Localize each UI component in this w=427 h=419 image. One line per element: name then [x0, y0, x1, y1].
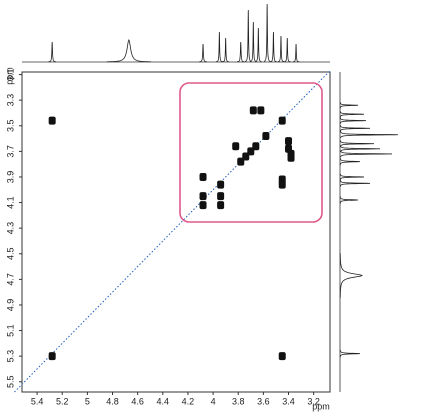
cross-peak — [48, 352, 56, 361]
top-projection-peak — [199, 43, 207, 63]
cross-peak — [278, 116, 286, 125]
right-projection-peak — [339, 196, 359, 204]
right-projection-peak — [339, 102, 359, 109]
plot-frame — [21, 71, 331, 393]
top-projection-peak — [236, 41, 245, 63]
right-projection-peak — [339, 253, 364, 298]
y-tick-label: 4.7 — [5, 273, 15, 286]
y-tick-label: 3.1 — [5, 68, 15, 81]
y-tick-label: 3.3 — [5, 94, 15, 107]
top-projection-peak — [263, 3, 271, 62]
cross-peak — [257, 106, 265, 115]
cross-peak — [48, 116, 56, 125]
y-tick-label: 5.5 — [5, 376, 15, 389]
cross-peak — [278, 352, 286, 361]
x-tick-label: 3.2 — [307, 396, 320, 406]
cross-peak — [287, 153, 295, 162]
top-projection-peak — [222, 37, 229, 63]
cross-peak — [249, 106, 257, 115]
x-tick-label: 5.4 — [31, 396, 44, 406]
top-projection-peak — [250, 21, 257, 62]
top-projection-peak — [106, 38, 151, 63]
top-projection-peak — [216, 31, 223, 63]
cross-peak — [285, 137, 293, 146]
cross-peak — [247, 147, 255, 156]
x-tick-label: 5 — [85, 396, 90, 406]
top-projection-peak — [244, 9, 252, 62]
cross-peak — [242, 152, 250, 161]
diagonal — [14, 70, 331, 393]
right-projection-peak — [340, 145, 381, 153]
x-tick-label: 3.6 — [257, 396, 270, 406]
y-axis-label: ppm — [4, 67, 14, 85]
highlight-box — [179, 82, 323, 223]
right-projection-peak — [339, 157, 361, 166]
top-projection-peak — [270, 31, 277, 63]
y-tick-label: 4.5 — [5, 248, 15, 261]
x-tick-label: 4 — [211, 396, 216, 406]
cross-peak — [217, 192, 225, 201]
top-projection-peak — [284, 37, 291, 63]
right-projection-peak — [340, 150, 393, 158]
x-tick-label: 4.4 — [157, 396, 170, 406]
y-tick-label: 4.1 — [5, 196, 15, 209]
x-tick-label: 4.2 — [182, 396, 195, 406]
cross-peak — [217, 180, 225, 189]
y-tick-label: 4.3 — [5, 222, 15, 235]
x-tick-label: 3.8 — [232, 396, 245, 406]
y-tick-label: 3.9 — [5, 171, 15, 184]
right-projection-peak — [339, 117, 367, 124]
y-tick-label: 5.3 — [5, 350, 15, 363]
x-tick-label: 5.2 — [56, 396, 69, 406]
x-axis-label: ppm — [312, 401, 330, 411]
cross-peak — [278, 180, 286, 189]
right-projection-peak — [339, 173, 365, 181]
cross-peak — [262, 132, 270, 140]
y-tick-label: 5.1 — [5, 324, 15, 337]
top-projection-peak — [48, 41, 56, 63]
x-tick-label: 4.8 — [106, 396, 119, 406]
cross-peak — [199, 192, 207, 201]
top-projection-peak — [292, 43, 300, 63]
top-projection-peak — [255, 27, 262, 63]
cross-peak — [199, 172, 207, 181]
cross-peak — [252, 142, 260, 151]
y-tick-label: 3.5 — [5, 120, 15, 133]
right-projection-peak — [339, 140, 375, 147]
right-projection-peak — [339, 110, 365, 118]
right-projection-peak — [339, 349, 361, 358]
x-tick-label: 3.4 — [282, 396, 295, 406]
top-projection-peak — [277, 35, 285, 63]
cross-peak — [237, 157, 245, 166]
right-projection-peak — [339, 125, 371, 132]
x-tick-label: 4.6 — [131, 396, 144, 406]
cross-peak — [232, 142, 240, 151]
cross-peak — [199, 201, 207, 210]
cross-peak — [217, 201, 225, 210]
y-tick-label: 4.9 — [5, 299, 15, 312]
right-projection-peak — [339, 180, 371, 187]
y-tick-label: 3.7 — [5, 145, 15, 158]
right-projection-peak — [340, 131, 399, 139]
